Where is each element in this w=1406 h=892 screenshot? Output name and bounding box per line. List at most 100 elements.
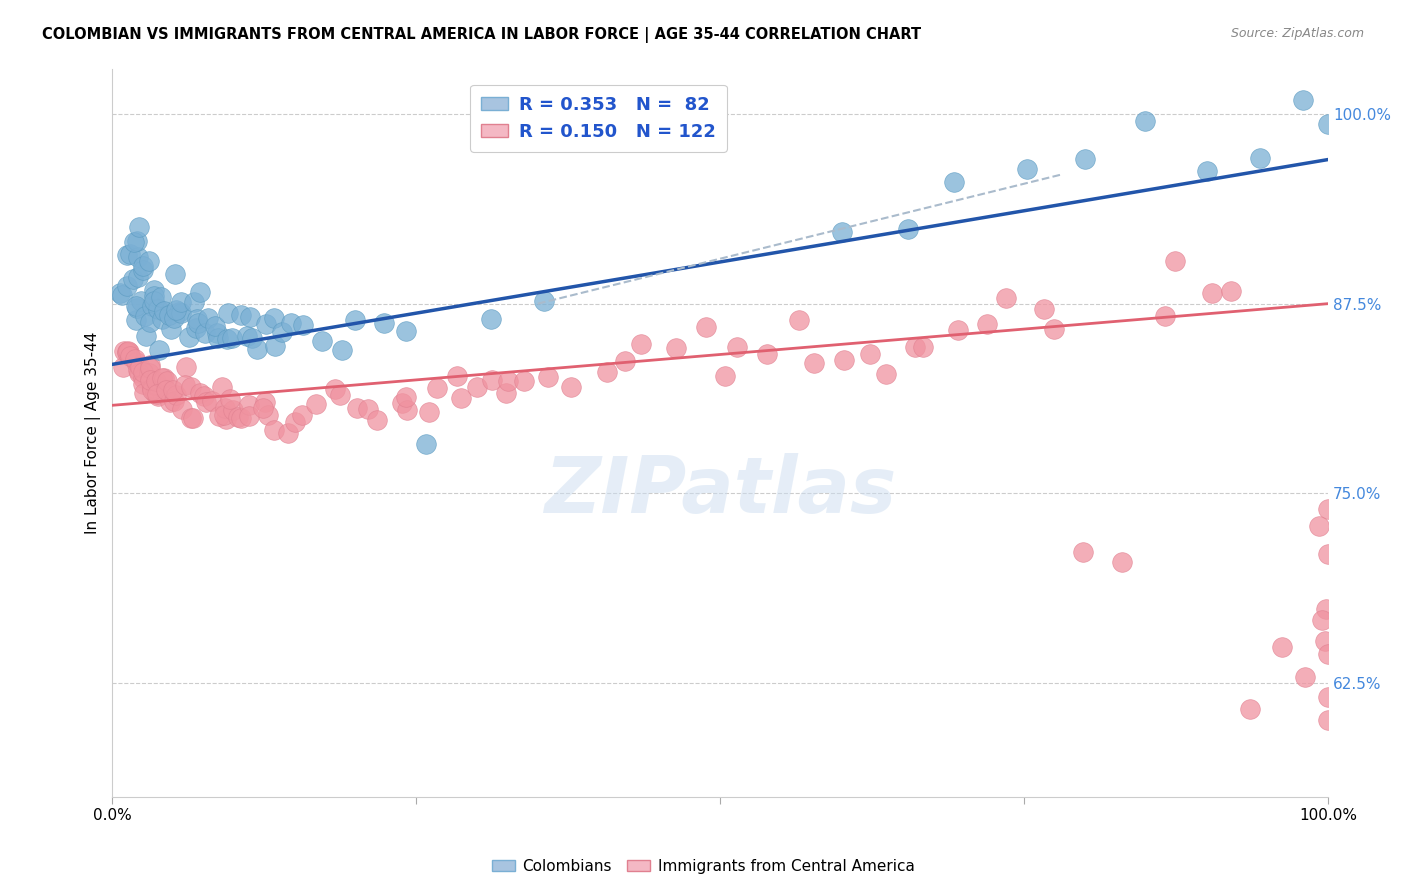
Point bbox=[330, 343, 353, 357]
Point bbox=[170, 305, 193, 319]
Point bbox=[1317, 690, 1340, 705]
Point bbox=[323, 382, 346, 396]
Point bbox=[426, 381, 449, 395]
Point bbox=[145, 377, 167, 392]
Point bbox=[418, 405, 440, 419]
Y-axis label: In Labor Force | Age 35-44: In Labor Force | Age 35-44 bbox=[86, 332, 101, 533]
Point bbox=[246, 342, 269, 356]
Point bbox=[239, 310, 262, 324]
Point bbox=[1239, 702, 1261, 716]
Point bbox=[165, 302, 187, 317]
Point bbox=[139, 360, 162, 375]
Point bbox=[193, 389, 215, 403]
Point bbox=[859, 347, 882, 361]
Point bbox=[159, 322, 181, 336]
Point bbox=[127, 235, 149, 249]
Point bbox=[1042, 322, 1064, 336]
Point bbox=[311, 334, 333, 349]
Point bbox=[141, 299, 163, 313]
Point bbox=[212, 408, 235, 422]
Point bbox=[132, 365, 155, 379]
Point bbox=[186, 312, 208, 326]
Point bbox=[1017, 161, 1039, 176]
Point bbox=[145, 386, 167, 401]
Point bbox=[240, 331, 263, 345]
Point bbox=[174, 360, 197, 375]
Point bbox=[169, 294, 191, 309]
Point bbox=[156, 374, 179, 388]
Point bbox=[132, 386, 155, 401]
Point bbox=[162, 310, 184, 325]
Point bbox=[159, 395, 181, 409]
Point bbox=[1315, 634, 1337, 648]
Point bbox=[117, 345, 139, 359]
Point bbox=[291, 408, 314, 422]
Point bbox=[481, 373, 503, 387]
Point bbox=[163, 394, 186, 409]
Point bbox=[1195, 164, 1218, 178]
Point bbox=[1308, 518, 1330, 533]
Point bbox=[153, 371, 176, 385]
Point bbox=[263, 339, 285, 353]
Point bbox=[221, 330, 243, 344]
Point bbox=[165, 267, 187, 281]
Point bbox=[217, 306, 239, 320]
Point bbox=[1071, 545, 1094, 559]
Point bbox=[714, 368, 737, 383]
Point bbox=[141, 381, 163, 395]
Point bbox=[181, 410, 204, 425]
Point bbox=[1317, 713, 1340, 727]
Point bbox=[1317, 647, 1340, 661]
Point bbox=[832, 353, 855, 368]
Point bbox=[391, 395, 413, 409]
Point bbox=[184, 321, 207, 335]
Point bbox=[1317, 117, 1340, 131]
Point bbox=[157, 308, 180, 322]
Point bbox=[254, 317, 277, 331]
Point bbox=[263, 311, 285, 326]
Point bbox=[304, 396, 326, 410]
Point bbox=[207, 331, 229, 345]
Point bbox=[695, 320, 717, 334]
Point bbox=[188, 385, 211, 400]
Point bbox=[211, 380, 233, 394]
Point bbox=[150, 290, 173, 304]
Point bbox=[1154, 309, 1177, 323]
Point bbox=[197, 310, 219, 325]
Point bbox=[127, 250, 149, 264]
Point bbox=[755, 347, 778, 361]
Point bbox=[236, 329, 259, 343]
Point bbox=[396, 402, 419, 417]
Point bbox=[803, 356, 825, 370]
Point bbox=[596, 365, 619, 379]
Point bbox=[117, 247, 139, 261]
Point bbox=[394, 324, 416, 338]
Point bbox=[291, 318, 314, 332]
Point bbox=[1111, 555, 1133, 569]
Point bbox=[172, 401, 194, 416]
Point bbox=[129, 360, 152, 375]
Point bbox=[252, 401, 274, 415]
Point bbox=[127, 363, 149, 377]
Point bbox=[112, 359, 135, 374]
Point bbox=[145, 374, 167, 388]
Point bbox=[976, 318, 998, 332]
Point bbox=[115, 345, 138, 359]
Point bbox=[1033, 301, 1056, 316]
Point bbox=[167, 304, 190, 318]
Point bbox=[194, 326, 217, 341]
Point bbox=[897, 222, 920, 236]
Point bbox=[344, 313, 367, 327]
Text: ZIPatlas: ZIPatlas bbox=[544, 453, 897, 529]
Point bbox=[125, 354, 148, 368]
Point bbox=[1310, 613, 1333, 627]
Point bbox=[204, 318, 226, 333]
Point bbox=[1294, 670, 1316, 684]
Point bbox=[173, 377, 195, 392]
Point bbox=[238, 398, 260, 412]
Point bbox=[150, 371, 173, 385]
Point bbox=[1317, 547, 1340, 561]
Point bbox=[148, 343, 170, 357]
Point bbox=[238, 409, 260, 423]
Point bbox=[201, 394, 224, 409]
